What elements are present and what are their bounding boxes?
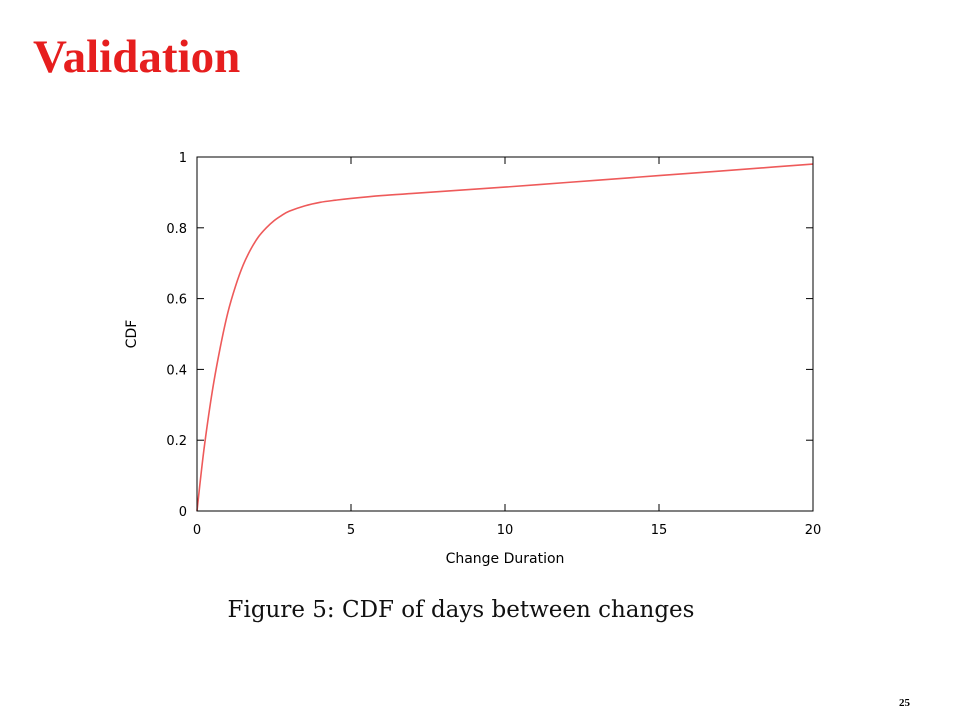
y-tick-label: 0 bbox=[179, 505, 187, 520]
y-axis-label: CDF bbox=[124, 320, 140, 349]
x-axis-label: Change Duration bbox=[446, 551, 565, 567]
slide-title: Validation bbox=[33, 31, 241, 83]
y-tick-label: 0.4 bbox=[166, 363, 187, 378]
x-tick-label: 15 bbox=[651, 523, 668, 538]
y-tick-label: 0.2 bbox=[166, 434, 187, 449]
y-tick-label: 1 bbox=[179, 151, 187, 166]
x-tick-label: 0 bbox=[193, 523, 201, 538]
plot-frame bbox=[196, 156, 814, 512]
x-tick-label: 20 bbox=[805, 523, 822, 538]
cdf-series-line bbox=[196, 163, 814, 512]
y-tick-label: 0.6 bbox=[166, 293, 187, 308]
x-tick-label: 5 bbox=[347, 523, 355, 538]
x-tick-label: 10 bbox=[497, 523, 514, 538]
y-tick-label: 0.8 bbox=[166, 222, 187, 237]
page-number: 25 bbox=[899, 697, 910, 709]
figure-caption: Figure 5: CDF of days between changes bbox=[227, 597, 695, 623]
